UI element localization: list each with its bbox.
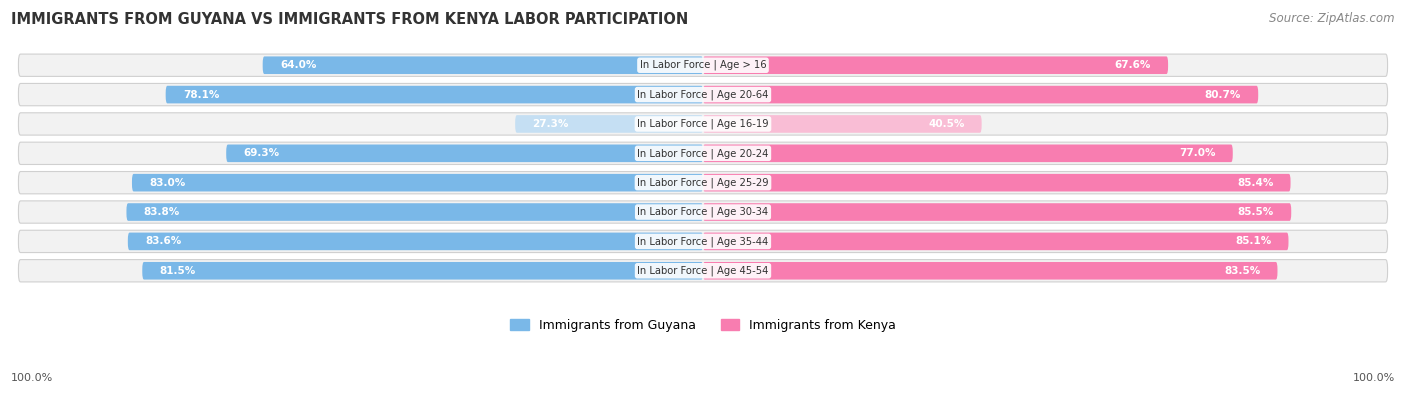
Text: 80.7%: 80.7% <box>1205 90 1241 100</box>
Text: In Labor Force | Age > 16: In Labor Force | Age > 16 <box>640 60 766 70</box>
FancyBboxPatch shape <box>703 174 1291 192</box>
FancyBboxPatch shape <box>703 262 1278 280</box>
Text: In Labor Force | Age 16-19: In Labor Force | Age 16-19 <box>637 119 769 129</box>
FancyBboxPatch shape <box>127 203 703 221</box>
Text: 83.5%: 83.5% <box>1225 266 1260 276</box>
Text: 40.5%: 40.5% <box>928 119 965 129</box>
Text: Source: ZipAtlas.com: Source: ZipAtlas.com <box>1270 12 1395 25</box>
FancyBboxPatch shape <box>703 145 1233 162</box>
Text: 83.8%: 83.8% <box>143 207 180 217</box>
FancyBboxPatch shape <box>18 54 1388 76</box>
FancyBboxPatch shape <box>18 171 1388 194</box>
FancyBboxPatch shape <box>142 262 703 280</box>
Text: 83.6%: 83.6% <box>145 236 181 246</box>
FancyBboxPatch shape <box>18 113 1388 135</box>
Text: In Labor Force | Age 20-64: In Labor Force | Age 20-64 <box>637 89 769 100</box>
Text: 83.0%: 83.0% <box>149 178 186 188</box>
FancyBboxPatch shape <box>226 145 703 162</box>
FancyBboxPatch shape <box>18 230 1388 252</box>
FancyBboxPatch shape <box>703 233 1288 250</box>
FancyBboxPatch shape <box>18 201 1388 223</box>
FancyBboxPatch shape <box>132 174 703 192</box>
FancyBboxPatch shape <box>703 115 981 133</box>
Text: 78.1%: 78.1% <box>183 90 219 100</box>
Text: In Labor Force | Age 25-29: In Labor Force | Age 25-29 <box>637 177 769 188</box>
FancyBboxPatch shape <box>166 86 703 103</box>
Text: In Labor Force | Age 45-54: In Labor Force | Age 45-54 <box>637 265 769 276</box>
Text: 100.0%: 100.0% <box>1353 373 1395 383</box>
Text: 85.4%: 85.4% <box>1237 178 1274 188</box>
Text: 85.5%: 85.5% <box>1237 207 1274 217</box>
FancyBboxPatch shape <box>703 56 1168 74</box>
FancyBboxPatch shape <box>18 260 1388 282</box>
FancyBboxPatch shape <box>263 56 703 74</box>
Text: 27.3%: 27.3% <box>533 119 569 129</box>
Text: IMMIGRANTS FROM GUYANA VS IMMIGRANTS FROM KENYA LABOR PARTICIPATION: IMMIGRANTS FROM GUYANA VS IMMIGRANTS FRO… <box>11 12 689 27</box>
Text: 69.3%: 69.3% <box>243 148 280 158</box>
FancyBboxPatch shape <box>18 142 1388 164</box>
FancyBboxPatch shape <box>515 115 703 133</box>
Text: In Labor Force | Age 20-24: In Labor Force | Age 20-24 <box>637 148 769 158</box>
FancyBboxPatch shape <box>128 233 703 250</box>
Text: 67.6%: 67.6% <box>1115 60 1152 70</box>
Legend: Immigrants from Guyana, Immigrants from Kenya: Immigrants from Guyana, Immigrants from … <box>505 314 901 337</box>
Text: In Labor Force | Age 35-44: In Labor Force | Age 35-44 <box>637 236 769 246</box>
Text: In Labor Force | Age 30-34: In Labor Force | Age 30-34 <box>637 207 769 217</box>
FancyBboxPatch shape <box>703 86 1258 103</box>
Text: 64.0%: 64.0% <box>280 60 316 70</box>
Text: 81.5%: 81.5% <box>159 266 195 276</box>
FancyBboxPatch shape <box>18 83 1388 106</box>
Text: 85.1%: 85.1% <box>1234 236 1271 246</box>
FancyBboxPatch shape <box>703 203 1291 221</box>
Text: 77.0%: 77.0% <box>1180 148 1216 158</box>
Text: 100.0%: 100.0% <box>11 373 53 383</box>
